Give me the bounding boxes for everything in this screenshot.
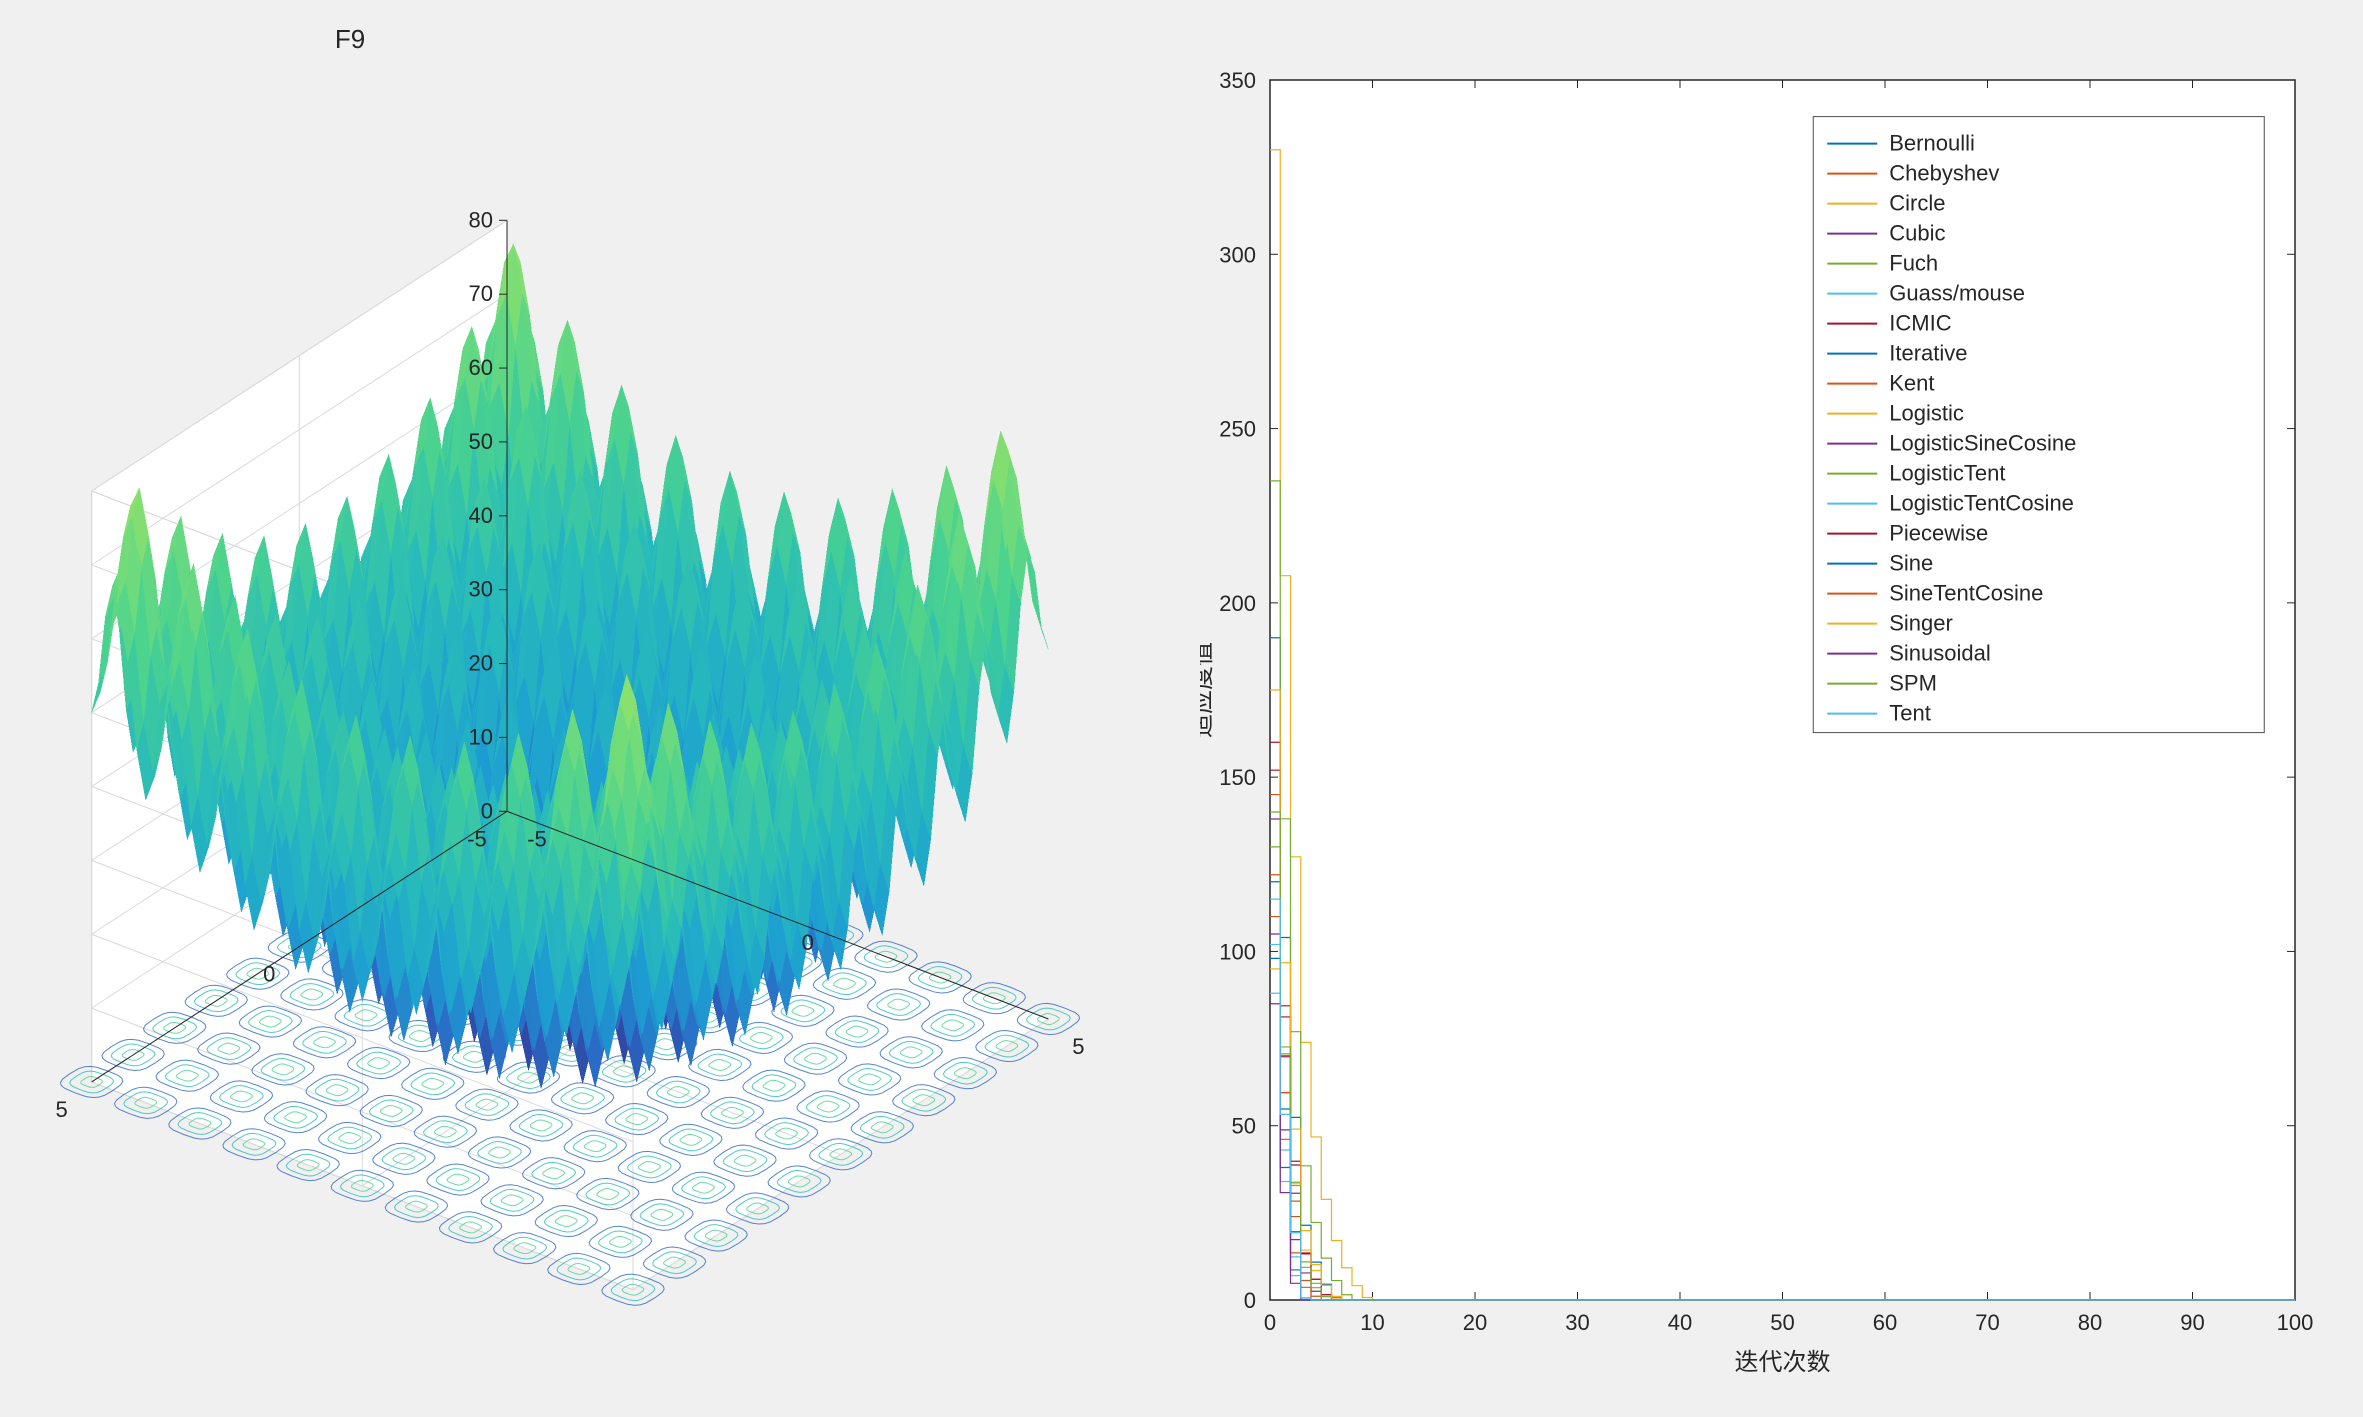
z-tick-label: 10 xyxy=(469,724,493,749)
legend-label: Chebyshev xyxy=(1889,161,1999,186)
x-tick-label: -5 xyxy=(527,826,547,851)
surface-plot-axes: 0 10 20 30 40 50 60 70 80 -5 0 5 -5 0 5 xyxy=(55,207,1084,1305)
y-axis-label: 适应度值 xyxy=(1200,642,1216,738)
x-tick-label: 0 xyxy=(802,930,814,955)
z-tick-label: 50 xyxy=(469,429,493,454)
x-tick-label: 50 xyxy=(1770,1310,1794,1335)
legend-label: Fuch xyxy=(1889,251,1938,276)
y-tick-label: 300 xyxy=(1219,242,1256,267)
legend-label: Logistic xyxy=(1889,401,1964,426)
surface-plot: F9 0 10 20 30 40 50 60 70 80 -5 0 5 -5 0 5 xyxy=(0,0,1140,1417)
surface-plot-title: F9 xyxy=(335,24,365,54)
figure-root: F9 0 10 20 30 40 50 60 70 80 -5 0 5 -5 0 5 0 10 20 30 40 50… xyxy=(0,0,2363,1417)
x-tick-label: 30 xyxy=(1565,1310,1589,1335)
convergence-legend: Bernoulli Chebyshev Circle Cubic Fuch Guass/m… xyxy=(1813,117,2264,733)
x-tick-label: 60 xyxy=(1873,1310,1897,1335)
legend-label: Piecewise xyxy=(1889,521,1988,546)
legend-label: SineTentCosine xyxy=(1889,581,2043,606)
x-tick-label: 0 xyxy=(1264,1310,1276,1335)
legend-label: Bernoulli xyxy=(1889,131,1975,156)
x-tick-label: 100 xyxy=(2277,1310,2314,1335)
legend-label: Kent xyxy=(1889,371,1934,396)
x-tick-label: 70 xyxy=(1975,1310,1999,1335)
z-tick-label: 30 xyxy=(469,577,493,602)
z-tick-label: 80 xyxy=(469,207,493,232)
z-tick-label: 60 xyxy=(469,355,493,380)
legend-label: Sinusoidal xyxy=(1889,641,1991,666)
legend-label: Circle xyxy=(1889,191,1945,216)
y-tick-label: 350 xyxy=(1219,68,1256,93)
z-tick-label: 40 xyxy=(469,503,493,528)
y-tick-label: 0 xyxy=(263,962,275,987)
y-tick-label: 0 xyxy=(1244,1288,1256,1313)
convergence-plot: 0 10 20 30 40 50 60 70 80 90 100 0 50 100 150 200 250 300… xyxy=(1200,0,2363,1417)
legend-label: Tent xyxy=(1889,701,1931,726)
legend-label: ICMIC xyxy=(1889,311,1951,336)
legend-label: Cubic xyxy=(1889,221,1945,246)
x-tick-label: 5 xyxy=(1072,1034,1084,1059)
x-tick-label: 90 xyxy=(2180,1310,2204,1335)
y-tick-label: 50 xyxy=(1232,1114,1256,1139)
y-tick-label: 250 xyxy=(1219,417,1256,442)
x-tick-label: 40 xyxy=(1668,1310,1692,1335)
y-tick-label: 200 xyxy=(1219,591,1256,616)
y-tick-label: 100 xyxy=(1219,939,1256,964)
x-tick-label: 20 xyxy=(1463,1310,1487,1335)
x-tick-label: 80 xyxy=(2078,1310,2102,1335)
z-tick-label: 20 xyxy=(469,651,493,676)
y-tick-label: 5 xyxy=(55,1097,67,1122)
z-tick-label: 70 xyxy=(469,281,493,306)
legend-label: LogisticSineCosine xyxy=(1889,431,2076,456)
legend-label: SPM xyxy=(1889,671,1937,696)
y-tick-label: -5 xyxy=(467,826,487,851)
legend-label: Singer xyxy=(1889,611,1953,636)
legend-box xyxy=(1813,117,2264,733)
legend-label: Sine xyxy=(1889,551,1933,576)
z-tick-label: 0 xyxy=(481,798,493,823)
legend-label: LogisticTentCosine xyxy=(1889,491,2074,516)
legend-label: LogisticTent xyxy=(1889,461,2005,486)
x-axis-label: 迭代次数 xyxy=(1735,1349,1831,1376)
legend-label: Guass/mouse xyxy=(1889,281,2025,306)
y-tick-label: 150 xyxy=(1219,765,1256,790)
legend-label: Iterative xyxy=(1889,341,1967,366)
x-tick-label: 10 xyxy=(1360,1310,1384,1335)
